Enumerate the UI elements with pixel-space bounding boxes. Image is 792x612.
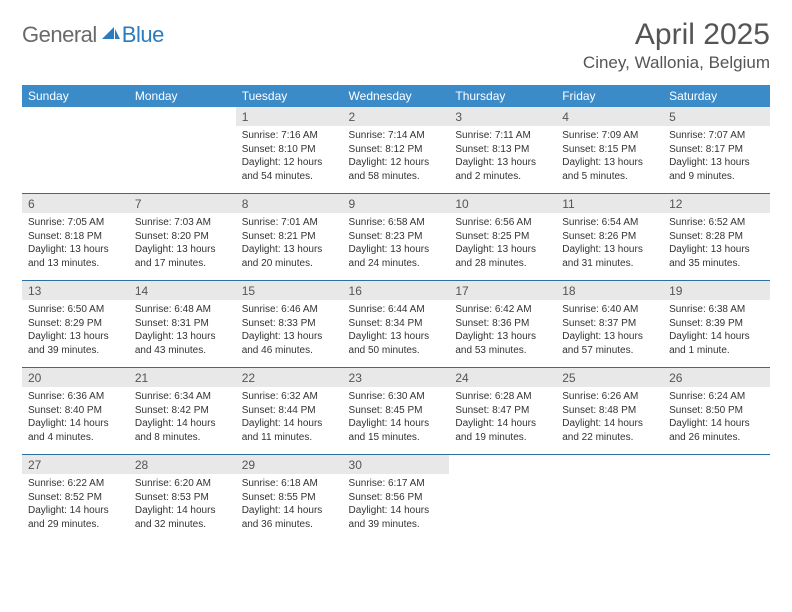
day-detail: Sunrise: 6:34 AMSunset: 8:42 PMDaylight:… [129,387,236,455]
day-detail-row: Sunrise: 7:05 AMSunset: 8:18 PMDaylight:… [22,213,770,281]
day-detail: Sunrise: 7:11 AMSunset: 8:13 PMDaylight:… [449,126,556,194]
logo-text-blue: Blue [122,22,164,48]
day-number: 28 [129,455,236,474]
logo-text-general: General [22,22,97,48]
day-detail: Sunrise: 6:17 AMSunset: 8:56 PMDaylight:… [343,474,450,541]
day-number: 7 [129,194,236,213]
day-detail: Sunrise: 6:40 AMSunset: 8:37 PMDaylight:… [556,300,663,368]
day-detail: Sunrise: 6:20 AMSunset: 8:53 PMDaylight:… [129,474,236,541]
day-detail-row: Sunrise: 7:16 AMSunset: 8:10 PMDaylight:… [22,126,770,194]
dow-thursday: Thursday [449,85,556,107]
day-number-empty [22,107,129,126]
day-detail-empty [22,126,129,194]
dow-saturday: Saturday [663,85,770,107]
day-number: 10 [449,194,556,213]
day-number-empty [556,455,663,474]
day-number: 24 [449,368,556,387]
day-number: 3 [449,107,556,126]
day-number: 9 [343,194,450,213]
day-detail: Sunrise: 6:42 AMSunset: 8:36 PMDaylight:… [449,300,556,368]
day-detail: Sunrise: 6:44 AMSunset: 8:34 PMDaylight:… [343,300,450,368]
day-detail: Sunrise: 6:36 AMSunset: 8:40 PMDaylight:… [22,387,129,455]
day-number: 23 [343,368,450,387]
day-detail-row: Sunrise: 6:50 AMSunset: 8:29 PMDaylight:… [22,300,770,368]
dow-tuesday: Tuesday [236,85,343,107]
day-number: 13 [22,281,129,300]
day-number: 26 [663,368,770,387]
day-detail: Sunrise: 6:28 AMSunset: 8:47 PMDaylight:… [449,387,556,455]
day-detail: Sunrise: 7:07 AMSunset: 8:17 PMDaylight:… [663,126,770,194]
day-number: 6 [22,194,129,213]
day-number: 11 [556,194,663,213]
day-number-empty [663,455,770,474]
day-number: 21 [129,368,236,387]
day-number-empty [449,455,556,474]
day-number: 20 [22,368,129,387]
day-detail: Sunrise: 6:22 AMSunset: 8:52 PMDaylight:… [22,474,129,541]
day-number: 4 [556,107,663,126]
logo-sail-icon [101,24,121,47]
day-detail: Sunrise: 6:46 AMSunset: 8:33 PMDaylight:… [236,300,343,368]
day-number-row: 6789101112 [22,194,770,213]
day-number: 16 [343,281,450,300]
location: Ciney, Wallonia, Belgium [583,53,770,73]
day-number: 5 [663,107,770,126]
day-number: 15 [236,281,343,300]
day-detail: Sunrise: 7:05 AMSunset: 8:18 PMDaylight:… [22,213,129,281]
day-number: 29 [236,455,343,474]
day-detail-row: Sunrise: 6:36 AMSunset: 8:40 PMDaylight:… [22,387,770,455]
day-detail: Sunrise: 6:24 AMSunset: 8:50 PMDaylight:… [663,387,770,455]
day-detail: Sunrise: 7:14 AMSunset: 8:12 PMDaylight:… [343,126,450,194]
logo: General Blue [22,22,164,48]
dow-wednesday: Wednesday [343,85,450,107]
day-detail: Sunrise: 6:56 AMSunset: 8:25 PMDaylight:… [449,213,556,281]
day-detail-row: Sunrise: 6:22 AMSunset: 8:52 PMDaylight:… [22,474,770,541]
month-title: April 2025 [583,18,770,51]
dow-sunday: Sunday [22,85,129,107]
day-detail-empty [556,474,663,541]
day-detail-empty [449,474,556,541]
day-detail: Sunrise: 6:50 AMSunset: 8:29 PMDaylight:… [22,300,129,368]
day-detail: Sunrise: 6:48 AMSunset: 8:31 PMDaylight:… [129,300,236,368]
day-number: 14 [129,281,236,300]
day-detail: Sunrise: 6:54 AMSunset: 8:26 PMDaylight:… [556,213,663,281]
day-number: 1 [236,107,343,126]
day-number: 2 [343,107,450,126]
day-number-row: 13141516171819 [22,281,770,300]
dow-monday: Monday [129,85,236,107]
day-detail-empty [663,474,770,541]
day-number: 25 [556,368,663,387]
day-detail: Sunrise: 6:38 AMSunset: 8:39 PMDaylight:… [663,300,770,368]
day-detail: Sunrise: 7:16 AMSunset: 8:10 PMDaylight:… [236,126,343,194]
day-detail: Sunrise: 7:09 AMSunset: 8:15 PMDaylight:… [556,126,663,194]
day-number-row: 12345 [22,107,770,126]
day-number: 22 [236,368,343,387]
day-detail: Sunrise: 6:30 AMSunset: 8:45 PMDaylight:… [343,387,450,455]
dow-friday: Friday [556,85,663,107]
day-number-row: 27282930 [22,455,770,474]
day-detail: Sunrise: 6:26 AMSunset: 8:48 PMDaylight:… [556,387,663,455]
day-of-week-row: Sunday Monday Tuesday Wednesday Thursday… [22,85,770,107]
day-detail: Sunrise: 6:18 AMSunset: 8:55 PMDaylight:… [236,474,343,541]
header: General Blue April 2025 Ciney, Wallonia,… [22,18,770,73]
calendar-table: Sunday Monday Tuesday Wednesday Thursday… [22,85,770,541]
day-number: 8 [236,194,343,213]
day-detail: Sunrise: 6:58 AMSunset: 8:23 PMDaylight:… [343,213,450,281]
day-detail: Sunrise: 7:03 AMSunset: 8:20 PMDaylight:… [129,213,236,281]
day-detail: Sunrise: 6:32 AMSunset: 8:44 PMDaylight:… [236,387,343,455]
day-number-empty [129,107,236,126]
day-detail-empty [129,126,236,194]
day-detail: Sunrise: 7:01 AMSunset: 8:21 PMDaylight:… [236,213,343,281]
day-number: 18 [556,281,663,300]
day-detail: Sunrise: 6:52 AMSunset: 8:28 PMDaylight:… [663,213,770,281]
day-number: 27 [22,455,129,474]
day-number: 17 [449,281,556,300]
day-number: 19 [663,281,770,300]
day-number: 30 [343,455,450,474]
day-number-row: 20212223242526 [22,368,770,387]
day-number: 12 [663,194,770,213]
